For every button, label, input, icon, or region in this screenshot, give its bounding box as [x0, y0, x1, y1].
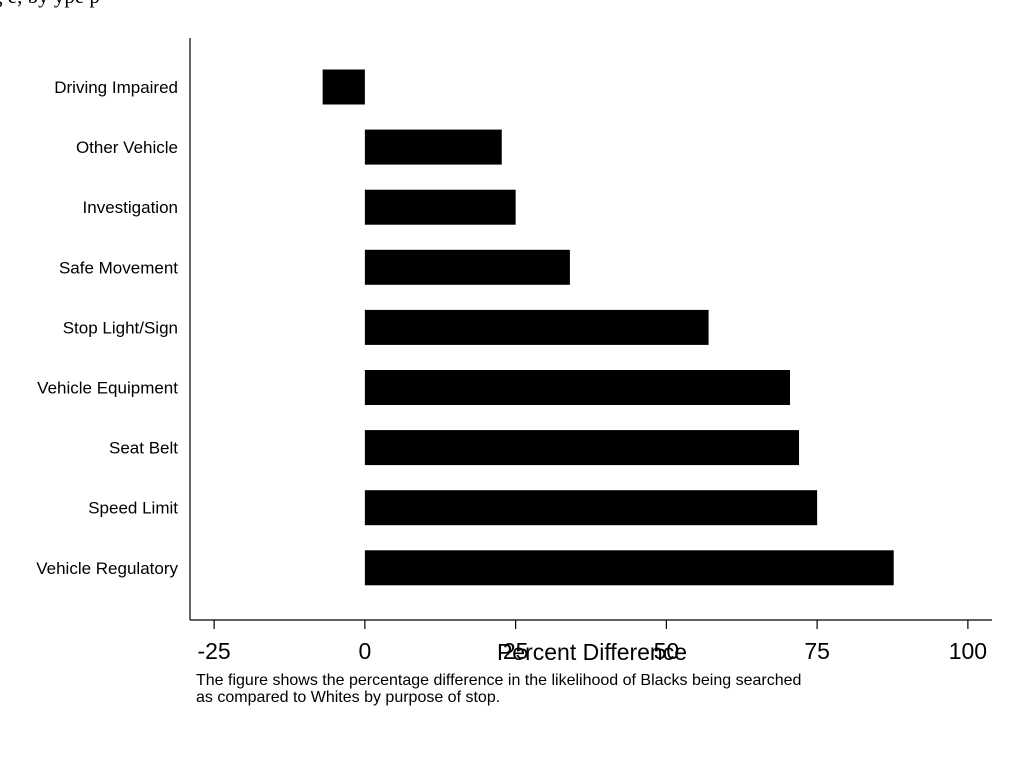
bar-other-vehicle [364, 129, 502, 165]
category-label: Vehicle Equipment [37, 379, 178, 398]
figure-note-line-1: The figure shows the percentage differen… [196, 672, 802, 689]
x-tick-label: -25 [197, 638, 230, 664]
bar-driving-impaired [322, 69, 365, 105]
category-label: Other Vehicle [76, 138, 178, 157]
bar-vehicle-regulatory [364, 550, 894, 586]
figure-note-line-2: as compared to Whites by purpose of stop… [196, 689, 501, 706]
category-label: Speed Limit [88, 499, 178, 518]
x-tick-label: 75 [804, 638, 830, 664]
category-label: Vehicle Regulatory [36, 559, 178, 578]
bar-safe-movement [364, 249, 570, 285]
category-label: Investigation [83, 198, 178, 217]
bars-group [322, 69, 894, 586]
category-label: Driving Impaired [54, 78, 178, 97]
x-ticks: -25 0 25 50 75 100 [197, 620, 987, 664]
x-tick-label: 100 [949, 638, 987, 664]
bar-chart: Driving Impaired Other Vehicle Investigati… [36, 38, 992, 665]
bar-vehicle-equipment [364, 370, 790, 405]
x-axis-label: Percent Difference [497, 639, 687, 665]
x-tick-label: 25 [503, 638, 529, 664]
category-label: Seat Belt [109, 439, 178, 458]
cropped-caption: g e, by ype p [0, 0, 1015, 8]
bar-investigation [364, 189, 516, 225]
figure-note: The figure shows the percentage differen… [196, 672, 996, 706]
category-label: Safe Movement [59, 258, 178, 277]
bar-speed-limit [364, 490, 818, 526]
bar-stop-light-sign [364, 309, 709, 345]
bar-seat-belt [364, 430, 800, 466]
x-tick-label: 0 [358, 638, 371, 664]
category-labels: Driving Impaired Other Vehicle Investigati… [36, 78, 178, 578]
category-label: Stop Light/Sign [63, 318, 178, 337]
x-tick-label: 50 [654, 638, 680, 664]
